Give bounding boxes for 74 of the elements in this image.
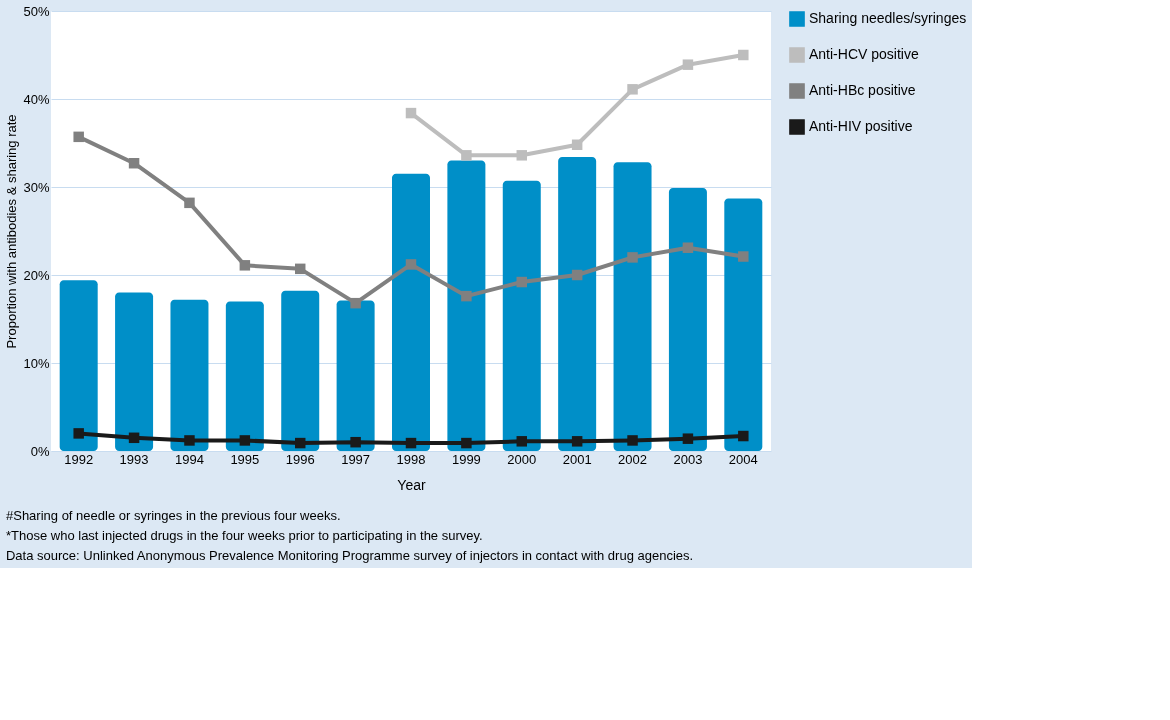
text: #Sharing of needle or syringes in the previous four weeks. bbox=[5, 508, 341, 523]
point bbox=[461, 150, 472, 161]
y-tick-label: 0% bbox=[30, 443, 50, 459]
bar bbox=[724, 198, 763, 451]
bar bbox=[225, 301, 264, 451]
point bbox=[571, 139, 583, 150]
point bbox=[405, 107, 417, 119]
source-note: Data source: Unlinked Anonymous Prevalence Monitoring Programme survey of injectors in contact with drug agencies. bbox=[5, 548, 694, 563]
y-tick-label: 40% bbox=[23, 91, 50, 107]
point bbox=[184, 197, 195, 209]
x-tick-label: 2004 bbox=[728, 451, 758, 467]
y-tick-label: 50% bbox=[23, 3, 50, 19]
point bbox=[627, 252, 638, 263]
x-tick-label: 1997 bbox=[341, 451, 371, 467]
x-tick-label: 1998 bbox=[396, 451, 426, 467]
bar bbox=[115, 292, 154, 451]
point bbox=[571, 269, 583, 281]
legend-label: Sharing needles/syringes bbox=[809, 10, 967, 26]
point bbox=[516, 436, 528, 447]
bar bbox=[392, 173, 430, 451]
y-tick-label: 30% bbox=[23, 179, 50, 195]
point bbox=[738, 430, 749, 442]
bar bbox=[281, 290, 320, 451]
point bbox=[738, 251, 749, 262]
point bbox=[73, 131, 84, 143]
x-tick-label: 1995 bbox=[230, 451, 260, 467]
legend-label: Anti-HIV positive bbox=[809, 118, 913, 134]
bar bbox=[613, 162, 652, 451]
point bbox=[682, 242, 694, 253]
text: *Those who last injected drugs in the four weeks prior to participating in the survey. bbox=[5, 528, 483, 543]
point bbox=[405, 259, 417, 270]
point bbox=[682, 433, 694, 444]
point bbox=[571, 436, 583, 447]
bar bbox=[668, 187, 707, 451]
point bbox=[516, 276, 528, 288]
point bbox=[627, 435, 638, 446]
bar bbox=[558, 157, 597, 451]
bar bbox=[59, 280, 98, 451]
x-tick-label: 1992 bbox=[64, 451, 94, 467]
y-tick-label: 10% bbox=[23, 355, 50, 371]
x-tick-label: 1993 bbox=[119, 451, 149, 467]
point bbox=[350, 436, 361, 448]
point bbox=[738, 49, 749, 61]
point bbox=[294, 437, 306, 449]
x-tick-label: 1999 bbox=[451, 451, 481, 467]
point bbox=[239, 260, 251, 271]
point bbox=[128, 432, 140, 444]
bar bbox=[447, 160, 486, 451]
y-axis-title: Proportion with antibodies & sharing rate bbox=[4, 114, 20, 349]
point bbox=[461, 437, 472, 449]
x-tick-label: 2003 bbox=[673, 451, 703, 467]
x-axis-title: Year bbox=[397, 476, 426, 493]
point bbox=[73, 428, 84, 439]
x-tick-label: 1994 bbox=[175, 451, 204, 467]
x-tick-label: 1996 bbox=[285, 451, 315, 467]
point bbox=[239, 435, 251, 446]
point bbox=[184, 435, 195, 446]
bar bbox=[502, 180, 541, 451]
point bbox=[516, 150, 528, 161]
point bbox=[682, 59, 694, 70]
point bbox=[461, 290, 472, 302]
x-tick-label: 2001 bbox=[562, 451, 592, 467]
x-tick-label: 2000 bbox=[507, 451, 537, 467]
point bbox=[350, 297, 361, 309]
x-tick-label: 2002 bbox=[618, 451, 647, 467]
point bbox=[405, 437, 417, 449]
legend-label: Anti-HCV positive bbox=[809, 46, 919, 62]
bar bbox=[170, 299, 209, 451]
point bbox=[627, 84, 638, 95]
bar bbox=[336, 300, 375, 451]
point bbox=[294, 263, 306, 275]
point bbox=[128, 158, 140, 169]
y-tick-label: 20% bbox=[23, 267, 50, 283]
legend-label: Anti-HBc positive bbox=[809, 82, 916, 98]
